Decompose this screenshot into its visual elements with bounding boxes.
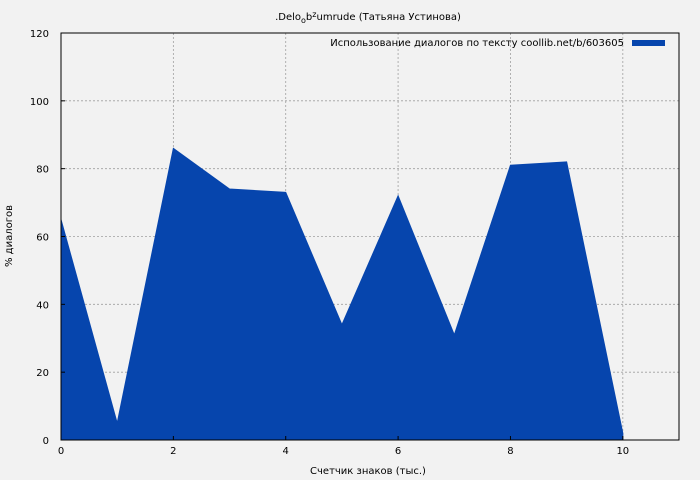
y-tick-label: 20 — [36, 368, 49, 379]
chart-title-prefix: .Delo — [275, 12, 301, 23]
x-tick-label: 8 — [507, 446, 513, 457]
x-tick-label: 10 — [616, 446, 629, 457]
chart-title-mid: b — [306, 12, 312, 23]
x-tick-label: 4 — [283, 446, 289, 457]
x-tick-label: 6 — [395, 446, 401, 457]
x-tick-label: 2 — [170, 446, 176, 457]
x-axis-title: Счетчик знаков (тыс.) — [310, 466, 426, 477]
legend-label: Использование диалогов по тексту coollib… — [330, 38, 624, 49]
legend: Использование диалогов по тексту coollib… — [330, 38, 665, 49]
chart-title-suffix: umrude (Татьяна Устинова) — [316, 12, 461, 23]
chart-title-sub: o — [301, 16, 306, 25]
legend-swatch — [632, 40, 665, 46]
chart-title: .Deloobzumrude (Татьяна Устинова) — [275, 10, 461, 25]
series-area — [60, 147, 624, 441]
y-tick-label: 0 — [43, 436, 49, 447]
y-axis-title: % диалогов — [4, 205, 15, 267]
area-series — [60, 147, 624, 441]
x-tick-label: 0 — [58, 446, 64, 457]
y-tick-label: 80 — [36, 165, 49, 176]
y-tick-label: 100 — [30, 97, 49, 108]
y-tick-label: 40 — [36, 300, 49, 311]
chart-title-sup: z — [312, 10, 316, 19]
y-tick-label: 60 — [36, 233, 49, 244]
y-tick-label: 120 — [30, 29, 49, 40]
